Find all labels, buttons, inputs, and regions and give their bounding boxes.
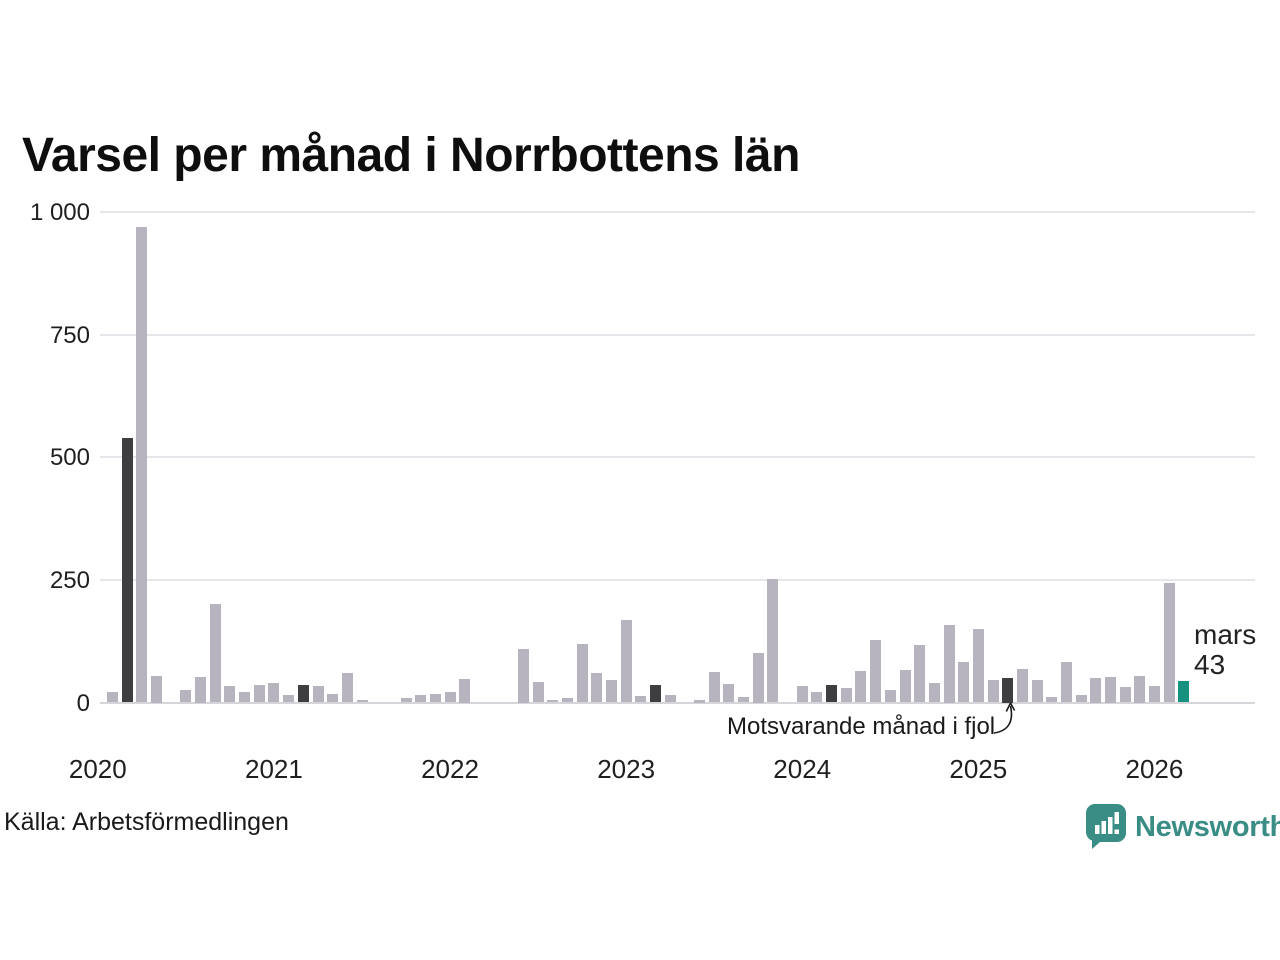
- bar-2021-10: [400, 697, 412, 703]
- bar-2024-08: [899, 669, 911, 703]
- bar-2021-02: [283, 695, 295, 703]
- bar-2022-01: [444, 692, 456, 703]
- bar-2025-03: [1002, 678, 1014, 703]
- current-value-number: 43: [1194, 649, 1226, 680]
- bar-2023-11: [767, 579, 779, 703]
- bar-2022-12: [606, 679, 617, 703]
- bar-2025-09: [1090, 677, 1102, 703]
- bar-2023-06: [694, 700, 705, 703]
- bar-2023-02: [635, 695, 647, 703]
- current-value-label: mars 43: [1194, 620, 1256, 680]
- gridline-y-750: [100, 333, 1255, 336]
- bar-2021-03: [297, 685, 309, 703]
- newsworthy-icon: [1086, 804, 1126, 849]
- source-caption: Källa: Arbetsförmedlingen: [4, 808, 289, 836]
- bar-2024-09: [914, 645, 926, 703]
- x-axis-tick-label-2021: 2021: [245, 754, 303, 784]
- x-axis-tick-label-2026: 2026: [1125, 754, 1184, 784]
- bar-2023-10: [752, 653, 764, 703]
- bar-2021-11: [415, 695, 427, 703]
- bar-2020-10: [224, 686, 236, 703]
- bar-2024-07: [884, 689, 896, 703]
- bar-2025-02: [987, 679, 999, 703]
- brand-logo: Newsworthy: [1086, 804, 1280, 850]
- bar-2021-06: [341, 673, 353, 703]
- y-axis-tick-label: 500: [49, 444, 90, 472]
- bar-2024-12: [958, 662, 970, 703]
- bar-2023-03: [650, 685, 661, 703]
- gridline-y-0: [100, 701, 1255, 704]
- bar-2021-07: [356, 699, 368, 703]
- bar-2025-10: [1104, 676, 1116, 703]
- bar-2025-11: [1119, 687, 1131, 703]
- bar-2020-09: [209, 604, 221, 703]
- bar-2024-04: [840, 688, 852, 703]
- bar-2024-06: [870, 639, 882, 703]
- x-axis-tick-label-2023: 2023: [597, 754, 656, 784]
- x-axis-tick-label-2022: 2022: [421, 754, 479, 784]
- bar-2020-05: [151, 675, 162, 703]
- bar-2025-08: [1075, 694, 1087, 703]
- bar-2024-03: [826, 684, 838, 703]
- bar-2023-04: [664, 694, 676, 703]
- bar-2025-01: [972, 628, 984, 703]
- bar-2020-02: [107, 691, 118, 703]
- bar-2020-11: [239, 691, 251, 703]
- brand-name: Newsworthy: [1135, 810, 1280, 843]
- bar-2026-02: [1163, 583, 1175, 703]
- bar-2022-10: [576, 644, 588, 703]
- bar-2023-08: [723, 684, 735, 703]
- bar-2024-10: [928, 683, 940, 703]
- bar-2020-08: [195, 677, 207, 703]
- current-value-month: mars: [1194, 619, 1257, 650]
- gridline-y-500: [100, 456, 1255, 459]
- bar-2025-07: [1060, 662, 1072, 703]
- bar-2021-05: [327, 693, 339, 703]
- bar-2025-05: [1031, 680, 1043, 703]
- bar-2022-11: [591, 673, 603, 703]
- bar-2022-06: [517, 648, 529, 703]
- bar-2022-08: [547, 699, 559, 703]
- bar-2024-11: [943, 625, 955, 703]
- bar-2020-07: [180, 690, 192, 703]
- bar-2025-04: [1016, 668, 1028, 703]
- bar-2025-12: [1134, 675, 1146, 703]
- bar-2023-01: [620, 620, 632, 703]
- bar-2024-02: [811, 692, 823, 703]
- bar-2024-05: [855, 670, 867, 703]
- x-axis-tick-label-2024: 2024: [773, 754, 832, 784]
- bar-2026-01: [1148, 686, 1160, 703]
- bar-2020-04: [136, 226, 148, 703]
- x-axis-tick-label-2025: 2025: [949, 754, 1008, 784]
- bar-2020-12: [253, 685, 265, 703]
- gridline-y-1000: [100, 211, 1255, 213]
- bar-2021-12: [429, 693, 441, 703]
- chart-title: Varsel per månad i Norrbottens län: [22, 129, 800, 182]
- bar-2024-01: [796, 686, 808, 703]
- gridline-y-250: [100, 578, 1255, 581]
- y-axis-tick-label: 1 000: [29, 199, 90, 226]
- bar-2021-01: [268, 683, 280, 703]
- bar-2023-07: [708, 672, 720, 703]
- y-axis-tick-label: 750: [49, 321, 90, 349]
- y-axis-tick-label: 0: [76, 689, 90, 717]
- bar-2020-03: [121, 437, 133, 703]
- annotation-text: Motsvarande månad i fjol: [727, 713, 996, 740]
- bar-2023-09: [738, 696, 749, 703]
- y-axis-tick-label: 250: [49, 566, 90, 594]
- bar-2022-02: [459, 679, 471, 703]
- bar-2025-06: [1046, 696, 1058, 703]
- bar-2022-07: [532, 682, 544, 703]
- bar-2021-04: [312, 685, 324, 703]
- bar-2026-03: [1178, 681, 1190, 703]
- bar-2022-09: [561, 697, 573, 703]
- x-axis-tick-label-2020: 2020: [68, 754, 127, 784]
